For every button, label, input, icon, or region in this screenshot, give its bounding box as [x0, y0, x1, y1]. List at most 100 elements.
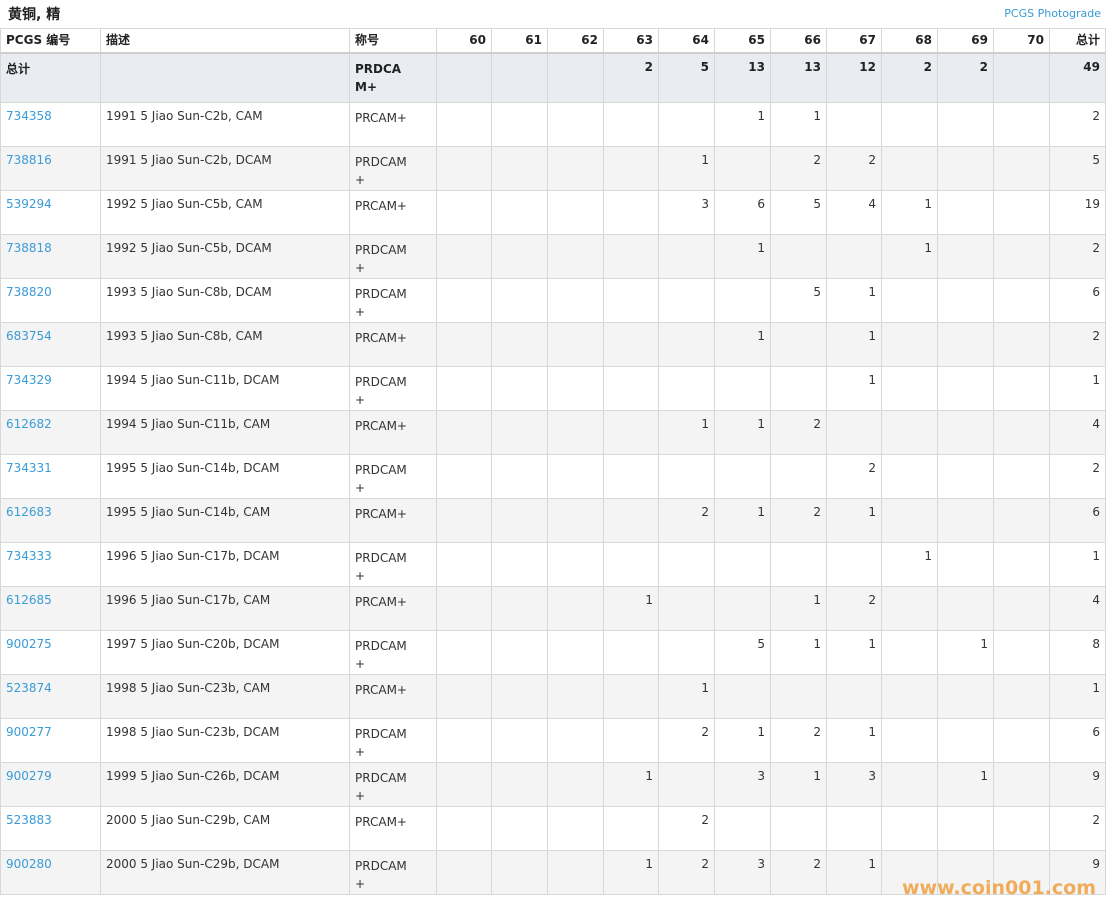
cell: PRDCAM+	[349, 541, 437, 587]
data-row: 900275 1997 5 Jiao Sun-C20b, DCAM PRDCAM+ 5…	[0, 629, 1106, 675]
cell	[491, 52, 548, 103]
cell	[603, 189, 659, 235]
cell	[436, 321, 492, 367]
pcgs-number-link[interactable]: 738816	[0, 145, 101, 191]
cell	[436, 409, 492, 455]
pcgs-number-link[interactable]: 523883	[0, 805, 101, 851]
pcgs-number-link[interactable]: 900277	[0, 717, 101, 763]
cell	[491, 673, 548, 719]
cell	[547, 52, 604, 103]
cell	[436, 145, 492, 191]
cell	[993, 629, 1050, 675]
pcgs-number-link[interactable]: 734331	[0, 453, 101, 499]
cell	[658, 453, 715, 499]
cell	[881, 717, 938, 763]
cell	[547, 629, 604, 675]
cell	[993, 585, 1050, 631]
cell: 1	[826, 717, 882, 763]
data-row: 612683 1995 5 Jiao Sun-C14b, CAM PRCAM+ 2 1 2…	[0, 497, 1106, 543]
cell: 2	[1049, 101, 1106, 147]
cell	[547, 365, 604, 411]
pcgs-number-link[interactable]: 612685	[0, 585, 101, 631]
pcgs-number-link[interactable]: 738820	[0, 277, 101, 323]
header: 黄铜, 精 PCGS Photograde	[0, 0, 1105, 28]
data-row: 734333 1996 5 Jiao Sun-C17b, DCAM PRDCAM+ 1…	[0, 541, 1106, 587]
cell	[603, 673, 659, 719]
cell	[881, 277, 938, 323]
cell: PRCAM+	[349, 805, 437, 851]
cell: PRDCAM+	[349, 233, 437, 279]
cell	[714, 453, 771, 499]
cell: 1992 5 Jiao Sun-C5b, CAM	[100, 189, 350, 235]
cell: 1994 5 Jiao Sun-C11b, CAM	[100, 409, 350, 455]
cell: 5	[1049, 145, 1106, 191]
cell: 1	[826, 497, 882, 543]
cell	[603, 541, 659, 587]
cell	[436, 277, 492, 323]
cell	[937, 321, 994, 367]
pcgs-number-link[interactable]: 612682	[0, 409, 101, 455]
cell	[491, 233, 548, 279]
pcgs-number-link[interactable]: 900279	[0, 761, 101, 807]
cell: 5	[770, 189, 827, 235]
cell	[937, 717, 994, 763]
pcgs-number-link[interactable]: 734329	[0, 365, 101, 411]
cell: 1	[881, 233, 938, 279]
cell: 2	[1049, 233, 1106, 279]
cell	[436, 673, 492, 719]
data-row: 900279 1999 5 Jiao Sun-C26b, DCAM PRDCAM+ 1…	[0, 761, 1106, 807]
designation: PRDCAM+	[355, 374, 407, 407]
cell	[937, 233, 994, 279]
cell: 1	[714, 497, 771, 543]
cell: 6	[1049, 497, 1106, 543]
pcgs-number-link[interactable]: 738818	[0, 233, 101, 279]
data-row: 738820 1993 5 Jiao Sun-C8b, DCAM PRDCAM+ 5 1…	[0, 277, 1106, 323]
cell	[603, 101, 659, 147]
cell	[993, 321, 1050, 367]
designation: PRDCAM+	[355, 726, 407, 759]
cell: 3	[714, 761, 771, 807]
cell: 2	[826, 453, 882, 499]
column-header: 67	[826, 28, 882, 54]
cell: PRCAM+	[349, 321, 437, 367]
pcgs-number-link[interactable]: 734358	[0, 101, 101, 147]
cell: 1	[658, 673, 715, 719]
cell	[881, 321, 938, 367]
cell: 1	[881, 189, 938, 235]
cell: 5	[658, 52, 715, 103]
cell	[993, 409, 1050, 455]
cell	[658, 277, 715, 323]
pcgs-number-link[interactable]: 900280	[0, 849, 101, 895]
cell: 2	[826, 585, 882, 631]
cell: 1	[826, 277, 882, 323]
cell: 1	[881, 541, 938, 587]
pcgs-number-link[interactable]: 539294	[0, 189, 101, 235]
pcgs-number-link[interactable]: 523874	[0, 673, 101, 719]
cell	[770, 541, 827, 587]
pcgs-number-link[interactable]: 612683	[0, 497, 101, 543]
cell: PRDCAM+	[349, 849, 437, 895]
cell: 1994 5 Jiao Sun-C11b, DCAM	[100, 365, 350, 411]
cell: 2000 5 Jiao Sun-C29b, DCAM	[100, 849, 350, 895]
cell	[658, 101, 715, 147]
cell: PRCAM+	[349, 497, 437, 543]
pcgs-number-link[interactable]: 683754	[0, 321, 101, 367]
cell	[603, 805, 659, 851]
cell: 总计	[0, 52, 101, 103]
cell	[881, 409, 938, 455]
cell: 2	[770, 409, 827, 455]
cell: 6	[1049, 717, 1106, 763]
title: 黄铜, 精	[8, 7, 61, 23]
photograde-link[interactable]: PCGS Photograde	[1004, 7, 1101, 20]
cell	[937, 101, 994, 147]
watermark: www.coin001.com	[901, 877, 1096, 899]
pcgs-number-link[interactable]: 900275	[0, 629, 101, 675]
cell	[491, 365, 548, 411]
cell: 1	[603, 585, 659, 631]
pcgs-number-link[interactable]: 734333	[0, 541, 101, 587]
cell: 12	[826, 52, 882, 103]
cell: 2	[1049, 453, 1106, 499]
cell: 1	[658, 145, 715, 191]
cell	[491, 805, 548, 851]
cell	[436, 497, 492, 543]
